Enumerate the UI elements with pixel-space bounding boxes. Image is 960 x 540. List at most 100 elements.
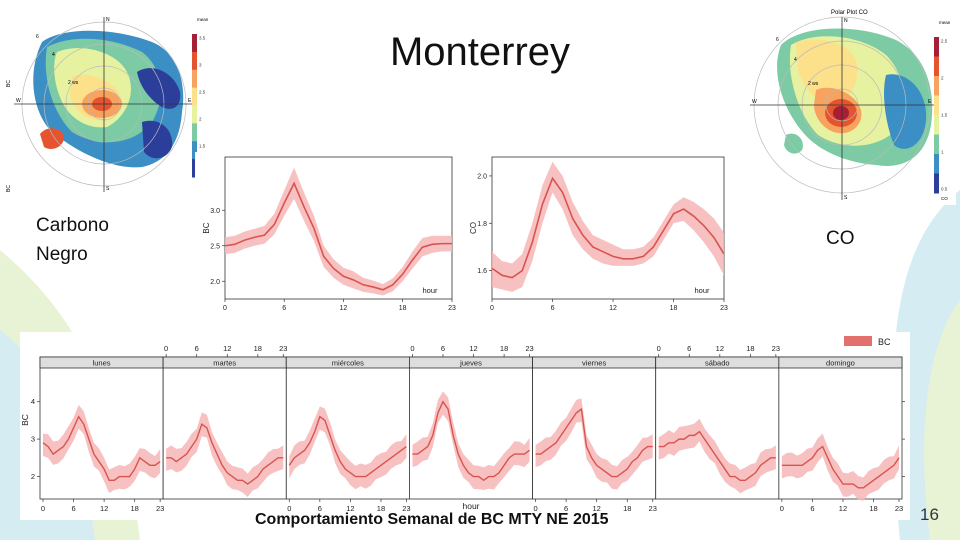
polar-bc-north: N [106, 17, 110, 23]
polar-co-colorbar [934, 37, 939, 194]
y-tick-label: 1.8 [477, 221, 487, 228]
polar-bc-west: W [16, 98, 21, 104]
plot-frame [491, 156, 725, 300]
x-tick-label: 18 [623, 504, 631, 513]
day-series-line [658, 430, 776, 481]
day-band [658, 418, 776, 494]
x-tick-label: 12 [716, 344, 724, 353]
y-tick-label: 3 [31, 435, 35, 444]
colorbar-segment [192, 141, 197, 160]
polar-plot-co: Polar Plot CO N E S W 6 4 2 ws mean CO 2… [746, 5, 956, 205]
y-axis-label: BC [202, 222, 211, 233]
x-axis-label: hour [694, 286, 710, 295]
day-band [535, 398, 653, 490]
x-tick-label: 23 [402, 504, 410, 513]
day-label: jueves [459, 359, 482, 368]
confidence-band [492, 161, 724, 292]
polar-bc-axis-label-2: BC [6, 185, 12, 192]
colorbar-segment [192, 69, 197, 89]
x-tick-label: 6 [71, 504, 75, 513]
co-hourly-chart: 0 6 12 18 23 1.6 1.8 2.0 CO hour [462, 152, 732, 317]
polar-co-ring-label: 2 ws [808, 81, 819, 87]
x-tick-label: 0 [164, 344, 168, 353]
polar-bc-ring-label: 4 [52, 52, 55, 58]
label-co: CO [826, 228, 855, 249]
day-label: viernes [582, 359, 606, 368]
day-strip [778, 356, 903, 369]
x-tick-label: 18 [670, 305, 678, 312]
x-tick-label: 0 [41, 504, 45, 513]
day-label: lunes [93, 359, 111, 368]
x-tick-label: 23 [895, 504, 903, 513]
x-tick-label: 12 [100, 504, 108, 513]
x-tick-label: 6 [282, 305, 286, 312]
colorbar-segment [934, 56, 939, 77]
day-panel [532, 356, 657, 500]
x-tick-label: 0 [657, 344, 661, 353]
x-tick-label: 12 [223, 344, 231, 353]
x-tick-label: 6 [810, 504, 814, 513]
x-tick-label: 12 [346, 504, 354, 513]
y-tick-label: 3.0 [210, 208, 220, 215]
day-panel [39, 356, 164, 500]
day-series-line [781, 445, 900, 489]
x-tick-label: 6 [564, 504, 568, 513]
colorbar-segment [934, 95, 939, 116]
x-tick-label: 23 [649, 504, 657, 513]
colorbar-tick-label: 2.5 [941, 39, 948, 44]
x-tick-label: 23 [772, 344, 780, 353]
x-tick-label: 18 [399, 305, 407, 312]
label-carbono-negro: Carbono Negro [36, 211, 109, 269]
polar-bc-svg: N E S W 6 4 2 ws BC BC mean BC 3.532.521… [2, 12, 212, 197]
polar-co-east: E [928, 99, 932, 105]
x-tick-label: 12 [593, 504, 601, 513]
x-tick-label: 6 [195, 344, 199, 353]
x-tick-label: 23 [448, 305, 456, 312]
polar-co-svg: Polar Plot CO N E S W 6 4 2 ws mean CO 2… [746, 5, 956, 205]
colorbar-segment [934, 173, 939, 194]
x-tick-label: 0 [490, 305, 494, 312]
polar-co-surface [777, 28, 933, 166]
colorbar-tick-label: 1 [941, 150, 944, 155]
x-tick-label: 6 [551, 305, 555, 312]
polar-bc-surface [33, 30, 184, 168]
polar-co-south: S [844, 195, 848, 201]
polar-bc-legend-title: mean [197, 17, 209, 22]
day-band [166, 412, 284, 497]
day-series-line [412, 400, 530, 482]
colorbar-tick-label: 2 [941, 76, 944, 81]
x-tick-label: 23 [525, 344, 533, 353]
colorbar-tick-label: 3.5 [199, 36, 206, 41]
series-line [224, 181, 452, 291]
y-tick-label: 4 [31, 397, 35, 406]
day-label: martes [213, 359, 236, 368]
label-negro: Negro [36, 244, 88, 265]
polar-co-west: W [752, 99, 757, 105]
x-tick-label: 0 [533, 504, 537, 513]
slide-title: Monterrey [389, 30, 571, 74]
colorbar-tick-label: 2.5 [199, 90, 206, 95]
day-series-line [535, 407, 653, 478]
polar-bc-ring-label: 2 ws [68, 80, 79, 86]
x-tick-label: 6 [441, 344, 445, 353]
slide-number: 16 [920, 505, 939, 524]
label-carbono: Carbono [36, 215, 109, 236]
x-tick-label: 0 [287, 504, 291, 513]
y-axis-label: BC [20, 414, 30, 426]
day-label: miércoles [332, 359, 364, 368]
bc-weekly-chart: BC lunes 0 6 12 18 23 martes 0 6 12 18 23 miércoles 0 6… [20, 332, 910, 520]
x-tick-label: 12 [839, 504, 847, 513]
co-hourly-svg: 0 6 12 18 23 1.6 1.8 2.0 CO hour [469, 156, 728, 312]
x-tick-label: 23 [720, 305, 728, 312]
y-axis-label: CO [469, 222, 478, 234]
colorbar-segment [192, 51, 197, 71]
bc-hourly-chart: 0 6 12 18 23 2.0 2.5 3.0 BC hour [195, 152, 460, 317]
x-tick-label: 18 [746, 344, 754, 353]
day-label: sábado [705, 359, 730, 368]
day-series-line [42, 415, 161, 481]
x-tick-label: 18 [869, 504, 877, 513]
colorbar-segment [192, 159, 197, 178]
polar-bc-east: E [188, 98, 192, 104]
x-tick-label: 0 [410, 344, 414, 353]
x-tick-label: 18 [131, 504, 139, 513]
